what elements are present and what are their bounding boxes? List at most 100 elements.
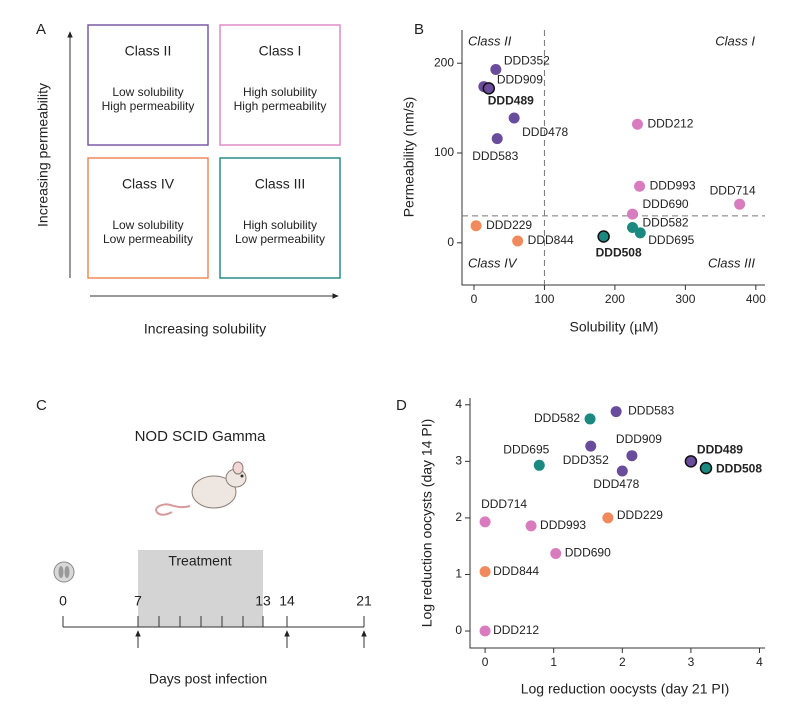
- class-title: Class IV: [122, 176, 175, 192]
- y-axis-title: Log reduction oocysts (day 14 PI): [419, 419, 435, 628]
- point: [490, 64, 502, 76]
- x-tick-label: 4: [756, 655, 763, 669]
- point-label: DDD489: [488, 94, 534, 108]
- point: [508, 112, 520, 124]
- point-label: DDD690: [565, 546, 611, 560]
- point: [684, 455, 698, 468]
- x-tick-label: 400: [746, 292, 766, 306]
- point-label: DDD352: [563, 453, 609, 467]
- class-text: Low solubility: [112, 218, 183, 232]
- axes: [461, 30, 765, 286]
- point-label: DDD909: [616, 432, 662, 446]
- point-label: DDD508: [716, 461, 762, 475]
- point: [550, 548, 562, 560]
- quadrant-label: Class I: [715, 33, 755, 48]
- point: [597, 230, 610, 243]
- point-label: DDD582: [534, 411, 580, 425]
- point-label: DDD690: [643, 197, 689, 211]
- y-tick-label: 3: [455, 454, 462, 468]
- class-box: [87, 24, 209, 146]
- y-tick-label: 2: [455, 510, 462, 524]
- point-label: DDD844: [528, 233, 574, 247]
- class-text: High solubility: [243, 85, 317, 99]
- day-label: 21: [356, 593, 372, 609]
- point: [634, 227, 646, 239]
- point-label: DDD583: [472, 149, 518, 163]
- class-box: [87, 157, 209, 279]
- class-text: High solubility: [243, 218, 317, 232]
- point: [491, 133, 503, 145]
- point-label: DDD993: [650, 178, 696, 192]
- x-tick-label: 0: [482, 655, 489, 669]
- point: [479, 625, 491, 637]
- point: [584, 413, 596, 425]
- point-label: DDD844: [493, 564, 539, 578]
- point: [631, 118, 643, 130]
- class-text: High permeability: [234, 99, 327, 113]
- y-axis-title: Permeability (nm/s): [401, 97, 417, 218]
- axis-label: Increasing permeability: [35, 83, 51, 227]
- x-tick-label: 200: [605, 292, 625, 306]
- point-label: DDD478: [593, 477, 639, 491]
- point-label: DDD695: [648, 233, 694, 247]
- point-label: DDD229: [486, 218, 532, 232]
- point-label: DDD489: [697, 443, 743, 457]
- point: [482, 82, 496, 95]
- mouse-icon: [155, 461, 247, 516]
- point: [512, 235, 524, 247]
- day-label: 0: [59, 593, 67, 609]
- title: NOD SCID Gamma: [135, 428, 267, 445]
- band-label: Treatment: [168, 553, 231, 569]
- quadrant-label: Class II: [468, 33, 512, 48]
- cell-icon: [53, 561, 75, 583]
- point-label: DDD229: [617, 508, 663, 522]
- panel-label: B: [414, 21, 424, 38]
- point: [626, 450, 638, 462]
- class-title: Class III: [255, 176, 306, 192]
- y-tick-label: 1: [455, 567, 462, 581]
- y-tick-label: 0: [447, 235, 454, 249]
- x-axis-title: Log reduction oocysts (day 21 PI): [521, 681, 730, 697]
- class-title: Class II: [125, 43, 172, 59]
- y-tick-label: 0: [455, 623, 462, 637]
- class-text: High permeability: [102, 99, 195, 113]
- class-title: Class I: [259, 43, 302, 59]
- x-tick-label: 3: [688, 655, 695, 669]
- panel-label: A: [36, 21, 46, 38]
- point: [627, 222, 639, 234]
- x-axis-title: Solubility (µM): [570, 319, 659, 335]
- point-label: DDD714: [481, 497, 527, 511]
- class-text: Low permeability: [103, 232, 193, 246]
- treatment-band: [138, 550, 263, 627]
- point-label: DDD993: [540, 518, 586, 532]
- x-tick-label: 100: [534, 292, 554, 306]
- axis-label: Days post infection: [149, 671, 267, 687]
- point-label: DDD212: [647, 116, 693, 130]
- point: [699, 461, 713, 475]
- class-text: Low permeability: [235, 232, 325, 246]
- y-tick-label: 100: [434, 145, 454, 159]
- class-box: [219, 157, 341, 279]
- y-tick-label: 200: [434, 55, 454, 69]
- point: [479, 516, 491, 528]
- point: [602, 512, 614, 524]
- point-label: DDD582: [643, 216, 689, 230]
- panel-label: D: [396, 397, 407, 414]
- day-label: 7: [134, 593, 142, 609]
- point: [479, 566, 491, 578]
- point-label: DDD352: [504, 54, 550, 68]
- panel-label: C: [36, 397, 47, 414]
- class-text: Low solubility: [112, 85, 183, 99]
- axes: [469, 398, 765, 649]
- x-tick-label: 300: [675, 292, 695, 306]
- point: [585, 440, 597, 452]
- point-label: DDD714: [710, 183, 756, 197]
- point-label: DDD583: [628, 404, 674, 418]
- x-tick-label: 0: [471, 292, 478, 306]
- point: [610, 406, 622, 418]
- class-box: [219, 24, 341, 146]
- point-label: DDD695: [503, 442, 549, 456]
- point: [470, 220, 482, 232]
- point: [616, 465, 628, 477]
- quadrant-label: Class III: [708, 255, 755, 270]
